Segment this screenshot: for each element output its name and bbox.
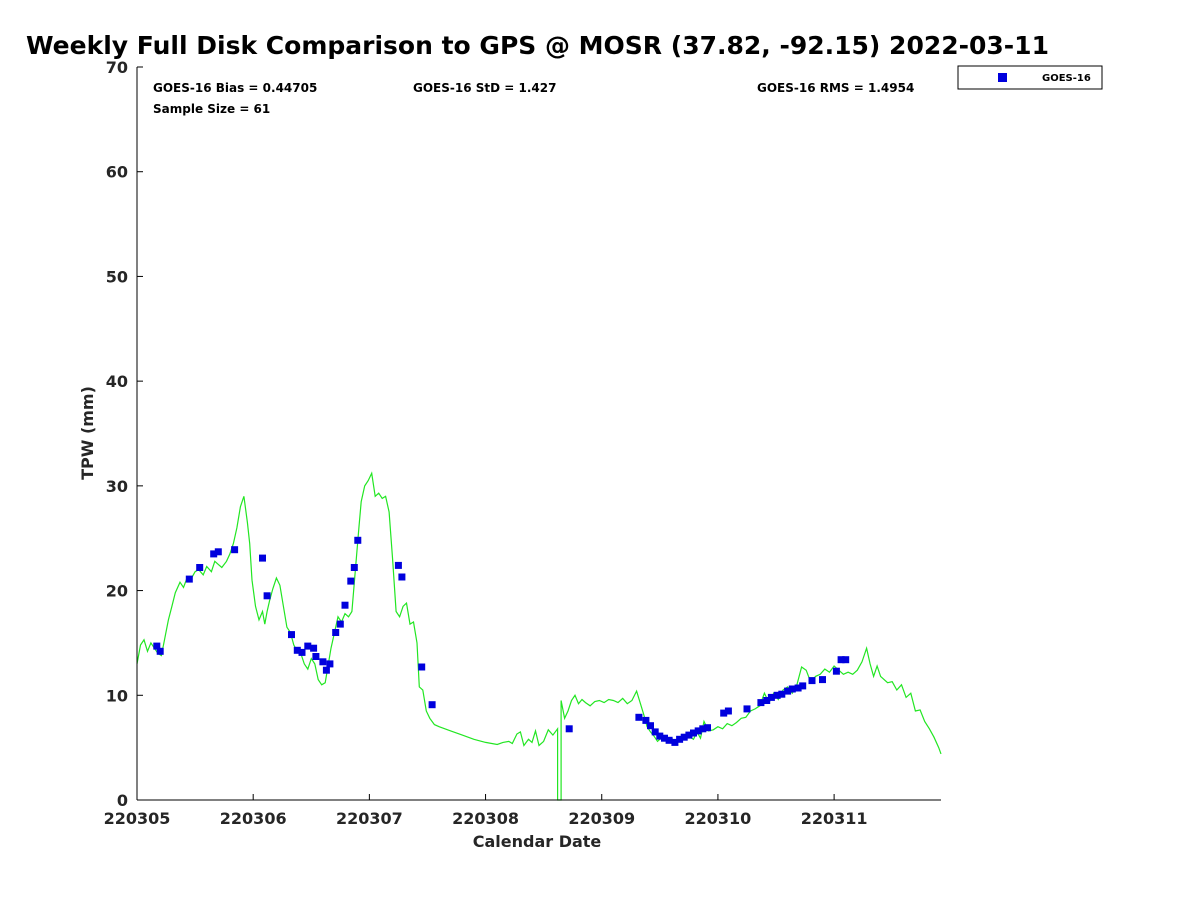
y-tick-label: 40 bbox=[106, 372, 128, 391]
goes16-point bbox=[185, 575, 193, 583]
goes16-point bbox=[259, 554, 266, 562]
y-tick-label: 70 bbox=[106, 58, 128, 77]
goes16-point bbox=[656, 732, 664, 740]
chart-title: Weekly Full Disk Comparison to GPS @ MOS… bbox=[26, 31, 1049, 60]
goes16-point bbox=[341, 601, 349, 609]
goes16-point bbox=[799, 682, 807, 690]
y-tick-label: 60 bbox=[106, 163, 128, 182]
goes16-point bbox=[210, 550, 218, 558]
plot-area bbox=[136, 67, 942, 801]
goes16-point bbox=[350, 564, 358, 571]
y-ticks: 0 10 20 30 40 50 60 70 bbox=[106, 58, 143, 810]
goes16-point bbox=[304, 642, 312, 650]
x-tick-label: 220307 bbox=[336, 809, 403, 828]
goes16-point bbox=[394, 561, 402, 569]
goes16-point bbox=[685, 731, 693, 739]
stat-sample-size: Sample Size = 61 bbox=[153, 102, 270, 116]
goes16-point bbox=[214, 548, 222, 556]
x-tick-label: 220305 bbox=[104, 809, 171, 828]
goes16-point bbox=[428, 701, 436, 709]
goes16-point bbox=[665, 736, 673, 744]
goes16-point bbox=[694, 727, 702, 735]
gps-series-line bbox=[136, 471, 942, 801]
goes16-point bbox=[153, 642, 161, 650]
goes16-point bbox=[398, 573, 406, 581]
goes16-point bbox=[635, 713, 643, 721]
goes16-point bbox=[418, 663, 426, 671]
gps-tpw-line bbox=[136, 471, 942, 801]
stat-std: GOES-16 StD = 1.427 bbox=[413, 81, 556, 95]
goes16-point bbox=[743, 705, 751, 713]
goes16-point bbox=[651, 728, 659, 736]
goes16-point bbox=[788, 685, 796, 693]
goes16-point bbox=[842, 656, 850, 664]
goes16-point bbox=[720, 709, 728, 717]
goes16-point bbox=[319, 658, 327, 666]
legend-label: GOES-16 bbox=[1042, 73, 1091, 84]
goes16-point bbox=[196, 564, 204, 571]
goes16-point bbox=[326, 660, 334, 668]
goes16-point bbox=[757, 699, 765, 707]
x-tick-label: 220309 bbox=[568, 809, 635, 828]
x-tick-label: 220310 bbox=[685, 809, 752, 828]
y-tick-label: 0 bbox=[117, 791, 128, 810]
goes16-point bbox=[263, 592, 271, 600]
x-tick-label: 220306 bbox=[220, 809, 287, 828]
y-axis-label: TPW (mm) bbox=[78, 386, 97, 480]
goes16-point bbox=[322, 666, 330, 674]
goes16-point bbox=[767, 693, 775, 701]
stats-annotations: GOES-16 Bias = 0.44705 GOES-16 StD = 1.4… bbox=[153, 81, 914, 116]
x-tick-label: 220311 bbox=[801, 809, 868, 828]
goes16-point bbox=[642, 716, 650, 724]
y-tick-label: 50 bbox=[106, 267, 128, 286]
goes16-point bbox=[794, 684, 802, 692]
goes16-point bbox=[647, 722, 654, 730]
goes16-point bbox=[671, 738, 679, 746]
goes16-point bbox=[808, 677, 816, 685]
goes16-point bbox=[293, 646, 301, 654]
x-ticks: 220305 220306 220307 220308 220309 220310 2203… bbox=[104, 794, 868, 828]
y-tick-label: 30 bbox=[106, 477, 128, 496]
goes16-point bbox=[332, 629, 340, 636]
goes16-point bbox=[288, 631, 295, 639]
stat-bias: GOES-16 Bias = 0.44705 bbox=[153, 81, 317, 95]
y-tick-label: 10 bbox=[106, 686, 128, 705]
goes16-point bbox=[661, 734, 668, 742]
goes16-point bbox=[704, 724, 711, 732]
goes16-point bbox=[298, 648, 306, 656]
goes16-point bbox=[784, 687, 792, 695]
legend-box bbox=[957, 65, 1103, 90]
goes16-point bbox=[312, 653, 320, 660]
x-axis-label: Calendar Date bbox=[473, 832, 602, 851]
goes16-point bbox=[565, 725, 573, 733]
goes16-point bbox=[690, 729, 697, 737]
goes16-point bbox=[699, 725, 707, 733]
legend-marker bbox=[998, 73, 1007, 82]
goes16-point bbox=[778, 690, 786, 698]
goes16-point bbox=[354, 536, 362, 544]
goes16-point bbox=[819, 676, 826, 684]
goes16-point bbox=[680, 733, 688, 741]
goes16-point bbox=[773, 691, 781, 699]
goes16-point bbox=[156, 647, 164, 655]
x-tick-label: 220308 bbox=[452, 809, 519, 828]
goes16-point bbox=[724, 707, 732, 715]
stat-rms: GOES-16 RMS = 1.4954 bbox=[757, 81, 914, 95]
goes16-point bbox=[763, 697, 771, 704]
goes16-point bbox=[676, 735, 684, 743]
goes16-point bbox=[832, 667, 840, 675]
y-tick-label: 20 bbox=[106, 582, 128, 601]
goes16-point bbox=[231, 546, 239, 554]
legend: GOES-16 bbox=[957, 65, 1103, 90]
goes16-point bbox=[336, 620, 344, 628]
goes16-point bbox=[310, 644, 318, 652]
goes16-point bbox=[347, 577, 355, 585]
goes16-points bbox=[153, 536, 850, 746]
goes16-point bbox=[837, 656, 845, 664]
